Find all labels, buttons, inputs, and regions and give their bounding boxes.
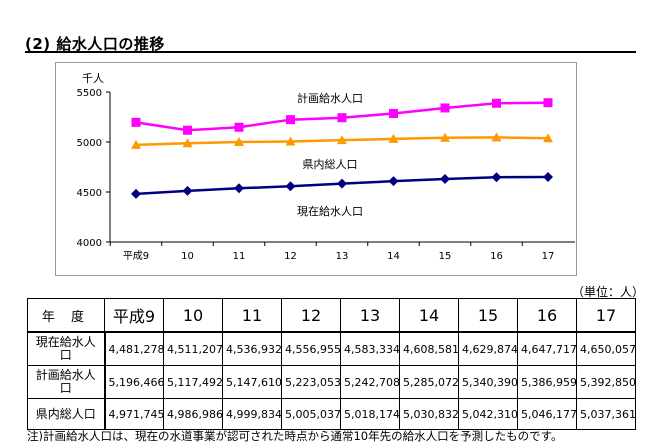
year-header-cell: 14 — [399, 298, 459, 334]
table-cell: 5,117,492 — [163, 365, 223, 400]
table-header-row: 年 度 平成9 10 11 12 13 14 15 16 17 — [27, 298, 636, 334]
section-title: (2) 給水人口の推移 — [25, 35, 165, 53]
table-cell: 4,481,278 — [104, 331, 164, 367]
footnote: 注)計画給水人口は、現在の水道事業が認可された時点から通常10年先の給水人口を予… — [27, 429, 563, 443]
table-cell: 4,536,932 — [222, 331, 282, 367]
series-point — [182, 185, 193, 196]
x-tick-label: 10 — [181, 251, 194, 262]
table-cell: 4,971,745 — [104, 398, 164, 430]
series-point — [543, 98, 553, 108]
table-cell: 4,629,874 — [458, 331, 518, 367]
x-tick-label: 12 — [284, 251, 297, 262]
series-point — [492, 98, 501, 108]
x-tick-label: 平成9 — [123, 250, 149, 262]
year-header-cell: 平成9 — [104, 298, 164, 334]
x-tick-label: 17 — [542, 251, 555, 262]
table-cell: 5,386,959 — [517, 365, 577, 400]
table-cell: 5,196,466 — [104, 365, 164, 400]
y-tick-label: 5500 — [77, 88, 102, 99]
series-point — [491, 132, 502, 142]
series-point — [285, 181, 296, 192]
year-header-cell: 10 — [163, 298, 223, 334]
y-tick-label: 4000 — [77, 238, 102, 249]
series-point — [388, 133, 399, 143]
series-point — [234, 183, 244, 194]
series-point — [440, 103, 450, 113]
series-point — [234, 122, 244, 132]
series-point — [131, 117, 141, 127]
series-point — [234, 137, 244, 147]
table-cell: 5,005,037 — [281, 398, 341, 430]
series-point — [337, 135, 347, 145]
series-point — [286, 115, 295, 125]
table-cell: 5,223,053 — [281, 365, 341, 400]
series-point — [131, 188, 141, 199]
table-cell: 5,046,177 — [517, 398, 577, 430]
series-point — [543, 171, 553, 182]
year-header-cell: 13 — [340, 298, 400, 334]
table-cell: 4,608,581 — [399, 331, 459, 367]
table-cell: 4,511,207 — [163, 331, 223, 367]
series-point — [182, 138, 193, 148]
table-row: 現在給水人口 4,481,278 4,511,207 4,536,932 4,556,9… — [27, 331, 636, 367]
table-cell: 5,147,610 — [222, 365, 282, 400]
table-cell: 5,285,072 — [399, 365, 459, 400]
series-point — [285, 136, 296, 146]
year-header-cell: 16 — [517, 298, 577, 334]
x-tick-label: 15 — [439, 251, 452, 262]
year-header-cell: 15 — [458, 298, 518, 334]
series-label: 現在給水人口 — [297, 204, 363, 218]
row-label: 計画給水人口 — [27, 365, 106, 400]
series-point — [440, 174, 450, 185]
title-rule — [25, 51, 636, 53]
table-cell: 5,037,361 — [576, 398, 636, 430]
table-cell: 5,042,310 — [458, 398, 518, 430]
table-cell: 5,030,832 — [399, 398, 459, 430]
row-label: 県内総人口 — [27, 398, 106, 430]
year-header: 年 度 — [27, 298, 105, 334]
series-point — [491, 172, 502, 183]
year-header-cell: 11 — [222, 298, 282, 334]
table-cell: 4,556,955 — [281, 331, 341, 367]
series-point — [131, 139, 141, 149]
y-tick-label: 4500 — [77, 188, 102, 199]
row-label: 現在給水人口 — [27, 331, 106, 367]
table-cell: 4,986,986 — [163, 398, 223, 430]
year-header-cell: 12 — [281, 298, 341, 334]
table-cell: 4,650,057 — [576, 331, 636, 367]
table-cell: 4,583,334 — [340, 331, 400, 367]
unit-note: （単位：人） — [572, 285, 645, 299]
series-point — [337, 178, 347, 189]
population-table: 年 度 平成9 10 11 12 13 14 15 16 17 現在給水人口 4,481,278 4… — [27, 298, 636, 430]
series-label: 計画給水人口 — [297, 91, 363, 105]
chart-frame — [55, 62, 577, 276]
table-cell: 5,340,390 — [458, 365, 518, 400]
table-cell: 5,392,850 — [576, 365, 636, 400]
series-point — [389, 108, 398, 118]
x-tick-label: 11 — [233, 251, 246, 262]
series-label: 県内総人口 — [303, 157, 358, 171]
series-point — [440, 132, 450, 142]
series-point — [543, 133, 553, 143]
series-point — [388, 176, 399, 187]
year-header-cell: 17 — [576, 298, 636, 334]
series-point — [183, 125, 192, 135]
x-tick-label: 13 — [336, 251, 349, 262]
table-row: 県内総人口 4,971,745 4,986,986 4,999,834 5,005,03… — [27, 398, 636, 430]
series-point — [337, 113, 347, 123]
table-cell: 5,018,174 — [340, 398, 400, 430]
table-cell: 4,999,834 — [222, 398, 282, 430]
y-tick-label: 5000 — [77, 138, 102, 149]
x-tick-label: 14 — [387, 251, 400, 262]
table-cell: 5,242,708 — [340, 365, 400, 400]
table-row: 計画給水人口 5,196,466 5,117,492 5,147,610 5,223,0… — [27, 365, 636, 400]
y-unit-label: 千人 — [82, 72, 104, 85]
x-tick-label: 16 — [490, 251, 503, 262]
table-cell: 4,647,717 — [517, 331, 577, 367]
